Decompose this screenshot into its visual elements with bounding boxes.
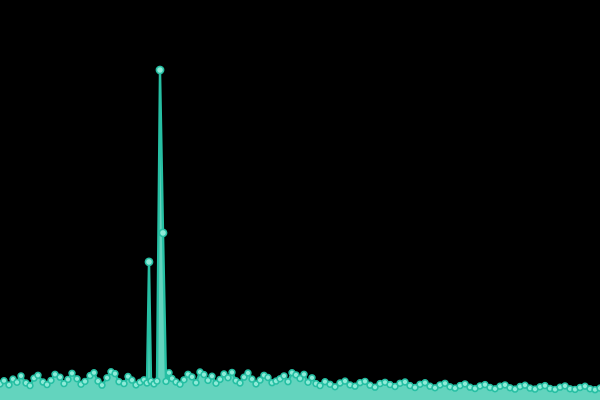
data-point-marker: [17, 372, 25, 380]
data-point-marker: [208, 372, 216, 380]
data-point-marker: [228, 368, 236, 377]
data-point-marker: [421, 379, 429, 387]
data-point-marker: [351, 382, 359, 390]
data-point-marker: [26, 381, 34, 390]
data-point-marker: [280, 372, 288, 380]
data-point-marker: [284, 378, 292, 386]
data-point-marker: [240, 373, 248, 381]
data-point-marker: [411, 383, 419, 392]
data-point-marker: [371, 383, 379, 391]
data-point-marker: [162, 377, 170, 386]
data-point-marker: [13, 378, 21, 386]
data-point-marker: [248, 375, 256, 383]
data-point-marker: [98, 381, 106, 389]
data-point-marker: [144, 257, 154, 267]
data-point-marker: [296, 374, 304, 383]
series-line: [0, 68, 600, 391]
data-point-marker: [47, 376, 55, 385]
data-point-marker: [120, 379, 128, 388]
data-point-marker: [216, 375, 224, 384]
data-point-marker: [43, 380, 51, 389]
data-point-marker: [68, 369, 76, 377]
data-point-marker: [5, 381, 13, 389]
data-point-marker: [128, 376, 136, 384]
data-point-marker: [256, 376, 264, 384]
data-point-marker: [461, 380, 469, 388]
data-point-marker: [153, 377, 161, 385]
data-point-marker: [204, 376, 212, 385]
data-point-marker: [64, 375, 72, 384]
data-point-marker: [192, 379, 200, 387]
data-point-marker: [200, 370, 208, 379]
data-point-marker: [34, 371, 42, 379]
data-point-marker: [176, 380, 184, 388]
data-point-marker: [401, 378, 409, 386]
data-point-marker: [264, 373, 272, 382]
data-point-marker: [341, 377, 349, 385]
data-point-marker: [308, 374, 316, 382]
data-point-marker: [316, 381, 324, 390]
data-point-marker: [224, 374, 232, 382]
data-point-marker: [244, 369, 252, 377]
data-point-marker: [60, 379, 68, 388]
data-point-marker: [81, 377, 89, 386]
data-point-marker: [103, 374, 111, 382]
data-point-marker: [155, 65, 165, 75]
data-point-marker: [331, 383, 339, 391]
data-point-marker: [56, 373, 64, 381]
series-markers: [0, 65, 600, 394]
data-point-marker: [165, 369, 173, 377]
data-point-marker: [236, 379, 244, 387]
data-point-marker: [304, 378, 312, 386]
data-point-marker: [441, 379, 449, 387]
data-point-marker: [111, 369, 119, 378]
data-point-marker: [90, 369, 98, 377]
data-point-marker: [391, 382, 399, 391]
series-area: [0, 70, 600, 400]
data-point-marker: [188, 373, 196, 381]
data-point-marker: [158, 228, 168, 238]
data-point-marker: [300, 370, 308, 378]
data-point-marker: [180, 376, 188, 384]
data-point-marker: [0, 377, 8, 385]
data-point-marker: [73, 375, 81, 383]
data-point-marker: [361, 377, 369, 386]
